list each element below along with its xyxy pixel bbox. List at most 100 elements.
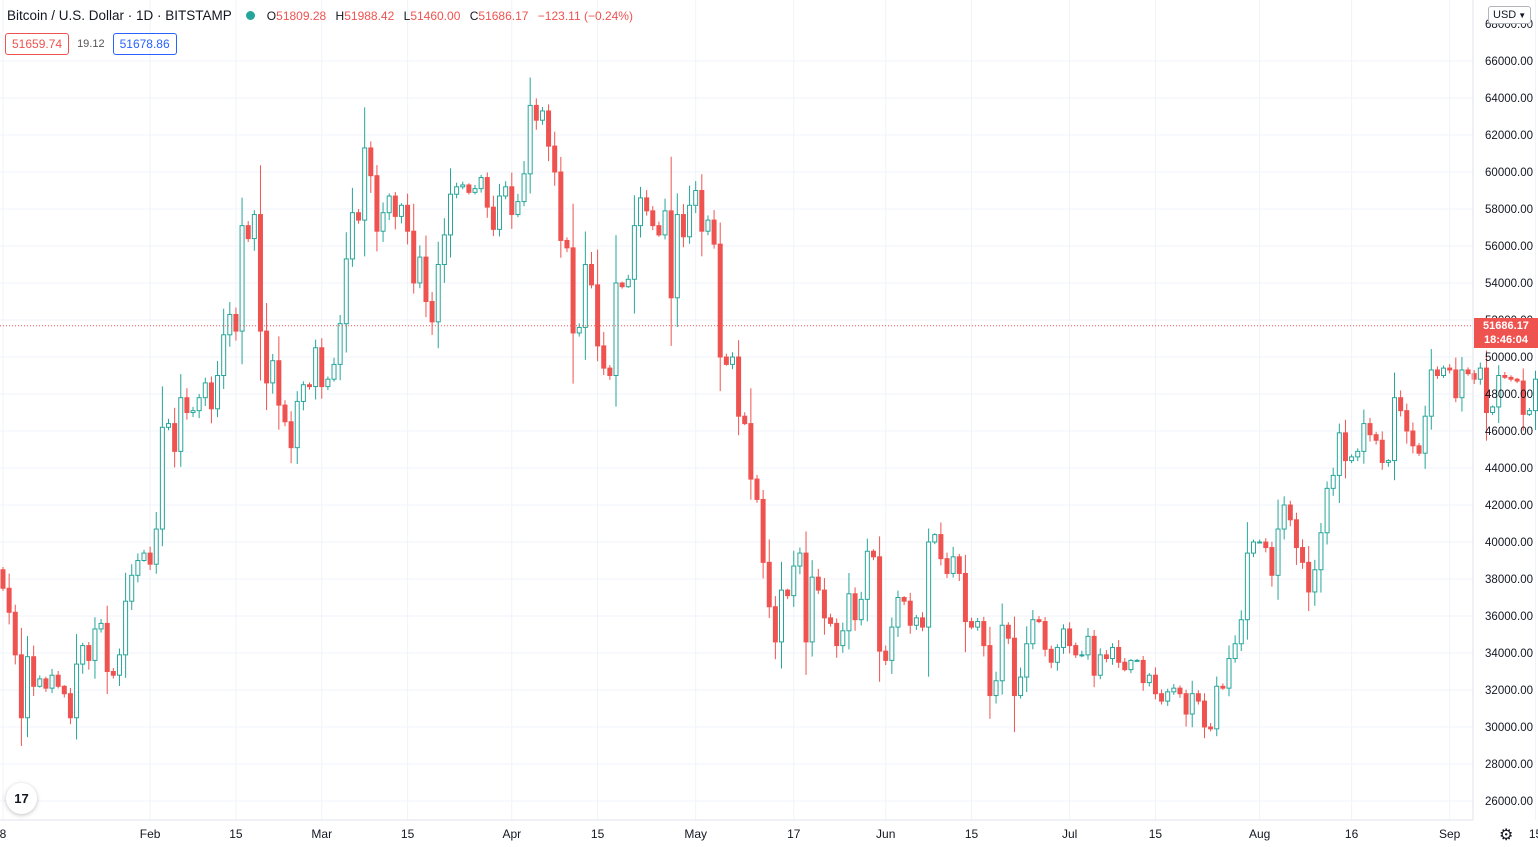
candle-body	[864, 550, 870, 600]
price-axis[interactable]: 26000.00 28000.00 30000.00 32000.00 34000.00…	[1485, 19, 1533, 808]
candle-body	[1520, 380, 1526, 415]
candle	[668, 156, 674, 346]
candle-body	[748, 423, 754, 480]
candle-body	[828, 617, 834, 624]
chevron-down-icon: ▼	[1518, 11, 1527, 20]
candle-body	[1275, 528, 1281, 576]
candle	[300, 381, 306, 411]
candle-body	[926, 541, 932, 628]
candle-body	[319, 347, 325, 388]
candle-body	[1048, 648, 1054, 663]
candle-body	[680, 214, 686, 238]
candle	[1146, 673, 1152, 687]
candle-body	[631, 225, 637, 280]
symbol-legend[interactable]: Bitcoin / U.S. Dollar · 1D · BITSTAMP O5…	[7, 8, 639, 23]
y-tick-label: 38000.00	[1485, 574, 1533, 586]
candle	[570, 203, 576, 384]
candle-body	[1422, 415, 1428, 454]
currency-label: USD	[1493, 9, 1517, 21]
candle	[398, 203, 404, 224]
candle-body	[1220, 685, 1226, 689]
candle-body	[521, 173, 527, 203]
candle	[650, 206, 656, 231]
candle-body	[257, 214, 263, 332]
candle	[337, 315, 343, 381]
x-tick-label: 15	[229, 827, 243, 841]
currency-selector[interactable]: USD ▼	[1488, 6, 1532, 24]
candle-body	[159, 426, 165, 530]
candle	[582, 231, 588, 360]
candle-body	[380, 212, 386, 232]
candle-body	[172, 423, 178, 452]
candle-body	[503, 186, 509, 197]
candle-body	[37, 678, 43, 687]
candle	[920, 612, 925, 632]
tradingview-logo-icon[interactable]: 17	[6, 783, 37, 814]
candle-body	[67, 693, 73, 719]
candle	[729, 352, 735, 370]
candle	[362, 107, 368, 257]
candle	[1214, 676, 1220, 737]
low-label: L	[403, 8, 411, 23]
candle	[405, 193, 411, 245]
candle-body	[190, 410, 196, 413]
candle-body	[1404, 410, 1410, 432]
candle	[1441, 365, 1447, 379]
y-tick-label: 36000.00	[1485, 611, 1533, 623]
candle-body	[742, 415, 748, 425]
symbol-title[interactable]: Bitcoin / U.S. Dollar · 1D · BITSTAMP	[7, 8, 232, 23]
candle	[55, 670, 61, 689]
candle-body	[877, 556, 883, 652]
candle	[147, 546, 153, 570]
candle-body	[515, 201, 521, 216]
time-axis[interactable]: 8 Feb 15 Mar 15 Apr 15 May 17 Jun 15 Jul 15 Aug 16 Sep 1…	[0, 827, 1538, 841]
candle	[1342, 419, 1348, 479]
candle-body	[1477, 367, 1483, 380]
candle	[1355, 448, 1361, 462]
candle-body	[1195, 693, 1201, 702]
candle	[1392, 372, 1398, 481]
grid-lines	[0, 0, 1536, 820]
candle-body	[956, 556, 962, 574]
candle	[1514, 377, 1520, 384]
candle	[938, 522, 944, 566]
candle-body	[43, 678, 49, 689]
candle	[625, 274, 631, 288]
candle-body	[166, 423, 172, 428]
candle-body	[233, 313, 239, 332]
candle-body	[1441, 367, 1447, 377]
candle	[1159, 689, 1165, 705]
candle-body	[1508, 376, 1514, 380]
candle	[1177, 685, 1183, 698]
candle-body	[460, 184, 466, 188]
candle	[803, 531, 809, 675]
bid-price-button[interactable]: 51659.74	[5, 33, 70, 55]
candle-body	[687, 204, 693, 238]
gear-icon[interactable]: ⚙	[1499, 827, 1514, 844]
candle	[221, 308, 227, 390]
candle	[159, 386, 165, 547]
candle	[999, 603, 1005, 695]
candle	[190, 406, 196, 418]
candle-body	[1312, 569, 1318, 593]
open-value: 51809.28	[276, 8, 327, 23]
candle	[797, 547, 803, 575]
candle-body	[1244, 552, 1250, 621]
candle-body	[699, 190, 705, 232]
candle	[1238, 610, 1244, 652]
candle	[307, 382, 312, 390]
candle-body	[135, 560, 141, 576]
candle	[840, 622, 846, 653]
ask-price-button[interactable]: 51678.86	[112, 33, 177, 55]
candle-body	[1385, 460, 1391, 463]
candle	[1220, 683, 1226, 690]
candle-body	[325, 378, 331, 388]
candle-body	[993, 680, 999, 697]
candle	[380, 202, 386, 242]
candle-body	[815, 576, 821, 591]
x-tick-label: Jun	[876, 827, 895, 841]
candle	[110, 668, 116, 679]
candle-body	[1122, 661, 1128, 671]
candle-body	[840, 630, 846, 647]
